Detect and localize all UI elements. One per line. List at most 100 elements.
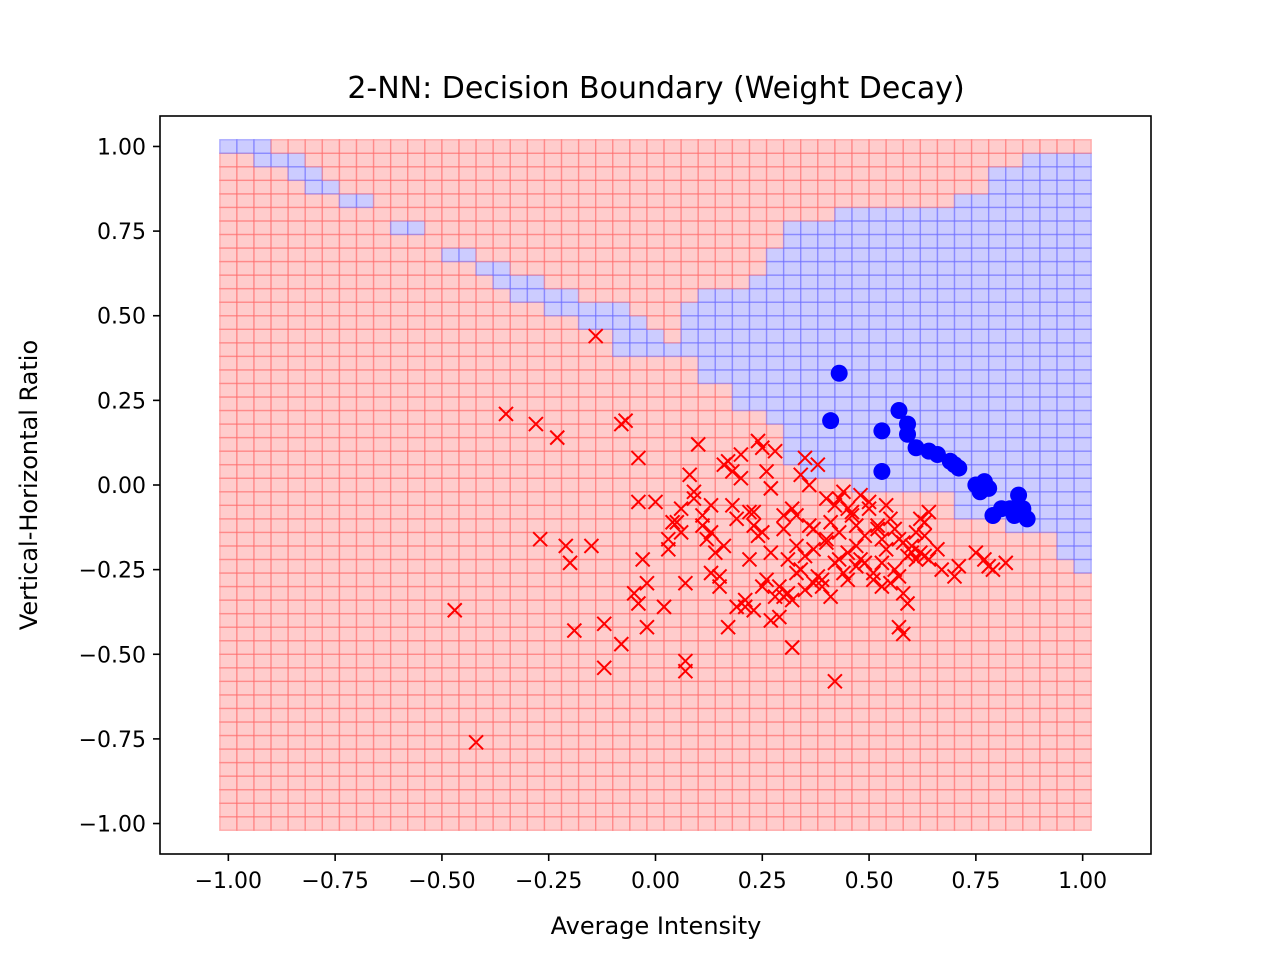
region-cell (714, 233, 734, 249)
region-cell (697, 816, 717, 832)
region-cell (936, 342, 956, 358)
region-cell (885, 788, 904, 804)
region-cell (800, 301, 819, 317)
region-cell (236, 450, 255, 466)
region-cell (1005, 734, 1024, 750)
region-cell (372, 775, 392, 791)
region-cell (355, 775, 375, 791)
region-cell (1022, 342, 1041, 358)
region-cell (253, 667, 272, 683)
region-cell (782, 707, 802, 723)
region-cell (1073, 138, 1092, 154)
region-cell (834, 734, 853, 750)
region-cell (748, 328, 768, 344)
region-cell (851, 436, 870, 452)
region-cell (919, 247, 939, 263)
region-cell (372, 572, 392, 588)
x-marker-point (656, 599, 672, 615)
region-cell (287, 179, 306, 195)
region-cell (270, 274, 289, 290)
region-cell (817, 179, 836, 195)
region-cell (509, 707, 529, 723)
region-cell (1039, 531, 1058, 547)
region-cell (782, 301, 802, 317)
region-cell (526, 301, 546, 317)
region-cell (987, 680, 1007, 696)
region-cell (304, 545, 324, 561)
region-cell (697, 179, 717, 195)
region-cell (834, 694, 853, 710)
region-cell (714, 220, 734, 236)
region-cell (475, 179, 494, 195)
region-cell (355, 612, 375, 628)
region-cell (458, 287, 477, 303)
region-cell (389, 545, 409, 561)
region-cell (731, 680, 751, 696)
region-cell (475, 748, 494, 764)
region-cell (1005, 315, 1024, 330)
region-cell (731, 761, 751, 777)
region-cell (629, 287, 648, 303)
region-cell (731, 287, 751, 303)
region-cell (885, 152, 904, 168)
region-cell (663, 247, 682, 263)
region-cell (936, 707, 956, 723)
region-cell (953, 166, 973, 182)
region-cell (304, 477, 324, 493)
region-cell (219, 233, 238, 249)
region-cell (817, 694, 836, 710)
y-tick-label: −0.50 (79, 643, 146, 668)
region-cell (851, 206, 870, 222)
region-cell (594, 734, 614, 750)
region-cell (355, 558, 375, 574)
region-cell (834, 423, 853, 439)
region-cell (629, 193, 648, 209)
region-cell (782, 761, 802, 777)
region-cell (902, 748, 922, 764)
region-cell (509, 206, 529, 222)
region-cell (321, 585, 341, 601)
region-cell (851, 707, 870, 723)
region-cell (1073, 518, 1092, 534)
region-cell (629, 436, 648, 452)
region-cell (475, 355, 494, 371)
region-cell (355, 274, 375, 290)
region-cell (765, 721, 785, 737)
region-cell (748, 369, 768, 385)
region-cell (885, 721, 904, 737)
region-cell (407, 301, 426, 317)
region-cell (407, 788, 426, 804)
region-cell (834, 301, 853, 317)
region-cell (372, 626, 392, 642)
region-cell (407, 761, 426, 777)
region-cell (287, 355, 306, 371)
region-cell (936, 328, 956, 344)
circle-marker-point (873, 422, 891, 440)
region-cell (1073, 274, 1092, 290)
region-cell (1039, 450, 1058, 466)
region-cell (424, 518, 443, 534)
x-marker-point (857, 555, 873, 571)
region-cell (560, 572, 580, 588)
region-cell (526, 450, 546, 466)
region-cell (219, 179, 238, 195)
region-cell (765, 220, 785, 236)
region-cell (680, 355, 699, 371)
region-cell (1073, 734, 1092, 750)
region-cell (663, 436, 682, 452)
x-marker-point (904, 544, 920, 561)
region-cell (868, 409, 887, 425)
region-cell (800, 206, 819, 222)
region-cell (338, 788, 358, 804)
region-cell (970, 342, 990, 358)
region-cell (663, 802, 682, 818)
region-cell (680, 680, 699, 696)
region-cell (270, 206, 289, 222)
region-cell (441, 436, 460, 452)
region-cell (1073, 802, 1092, 818)
region-cell (389, 721, 409, 737)
region-cell (287, 436, 306, 452)
region-cell (372, 477, 392, 493)
region-cell (1005, 531, 1024, 547)
x-marker-point (933, 561, 950, 578)
